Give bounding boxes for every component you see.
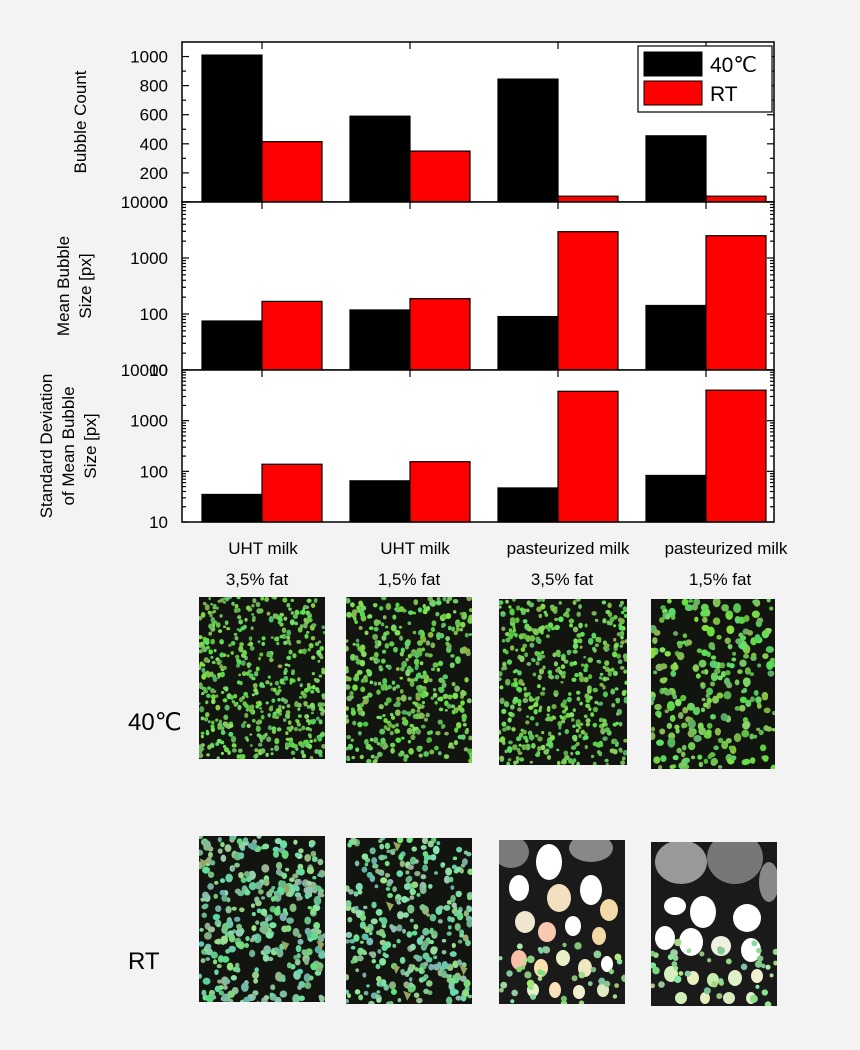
category-label-line2: 3,5% fat bbox=[531, 570, 594, 589]
bar-bottom-40c-3 bbox=[645, 474, 707, 523]
y-tick-label: 800 bbox=[140, 77, 168, 96]
bar-middle-40c-0 bbox=[201, 320, 263, 371]
legend-label-40c: 40℃ bbox=[710, 54, 757, 77]
bar-bottom-rt-0 bbox=[261, 463, 323, 523]
bar-middle-rt-0 bbox=[261, 300, 323, 371]
category-label-line1: pasteurized milk bbox=[665, 539, 788, 558]
legend: 40℃ RT bbox=[637, 45, 773, 113]
bar-top-40c-0 bbox=[201, 54, 263, 203]
bar-top-rt-3 bbox=[705, 195, 767, 203]
row-label-rt: RT bbox=[128, 948, 160, 975]
micrograph-40c-0 bbox=[199, 597, 325, 759]
bar-bottom-40c-1 bbox=[349, 480, 411, 523]
y-tick-label: 400 bbox=[140, 135, 168, 154]
bar-top-rt-2 bbox=[557, 195, 619, 203]
bar-bottom-rt-2 bbox=[557, 390, 619, 523]
micrograph-rt-3 bbox=[651, 842, 777, 1006]
chart-panel-middle: 10 100 1000 10000 Mean Bubble Size [px] bbox=[54, 193, 775, 380]
category-label-line1: UHT milk bbox=[228, 539, 298, 558]
y-tick-label: 100 bbox=[140, 462, 168, 481]
category-label-line1: UHT milk bbox=[380, 539, 450, 558]
chart-panel-bottom: 10 100 1000 10000 Standard Deviation of Mean … bbox=[37, 361, 775, 532]
bar-bottom-40c-2 bbox=[497, 487, 559, 523]
bar-middle-rt-2 bbox=[557, 231, 619, 371]
y-tick-label: 10000 bbox=[121, 193, 168, 212]
chart-panel-top: 0 200 400 600 800 1000 Bubble Count 40℃ RT bbox=[71, 41, 775, 212]
row-label-40c: 40℃ bbox=[128, 709, 182, 736]
bar-middle-40c-3 bbox=[645, 304, 707, 371]
y-tick-label: 200 bbox=[140, 164, 168, 183]
y-tick-label: 1000 bbox=[130, 48, 168, 67]
legend-swatch-40c bbox=[643, 51, 703, 77]
plot-frame bbox=[181, 369, 775, 523]
legend-label-rt: RT bbox=[710, 83, 738, 106]
bar-middle-rt-1 bbox=[409, 298, 471, 371]
category-label-line2: 3,5% fat bbox=[226, 570, 289, 589]
bar-bottom-rt-1 bbox=[409, 461, 471, 523]
y-tick-label: 600 bbox=[140, 106, 168, 125]
bar-top-rt-0 bbox=[261, 141, 323, 203]
bar-middle-40c-2 bbox=[497, 315, 559, 371]
y-axis-label: Standard Deviation bbox=[37, 374, 56, 519]
bar-bottom-rt-3 bbox=[705, 389, 767, 523]
micrograph-40c-1 bbox=[346, 597, 472, 763]
bar-bottom-40c-0 bbox=[201, 493, 263, 523]
y-tick-label: 10000 bbox=[121, 361, 168, 380]
micrograph-rt-2 bbox=[499, 840, 625, 1004]
bar-top-40c-2 bbox=[497, 78, 559, 203]
y-tick-label: 1000 bbox=[130, 412, 168, 431]
bar-top-rt-1 bbox=[409, 150, 471, 203]
y-tick-label: 10 bbox=[149, 361, 168, 380]
bar-top-40c-1 bbox=[349, 115, 411, 203]
micrograph-40c-3 bbox=[651, 599, 775, 769]
legend-swatch-rt bbox=[643, 80, 703, 106]
bar-middle-rt-3 bbox=[705, 235, 767, 371]
y-axis-label: of Mean Bubble bbox=[59, 386, 78, 505]
y-tick-label: 100 bbox=[140, 305, 168, 324]
category-label-line2: 1,5% fat bbox=[378, 570, 441, 589]
y-tick-label: 1000 bbox=[130, 249, 168, 268]
y-tick-label: 0 bbox=[159, 193, 168, 212]
micrograph-rt-0 bbox=[199, 836, 325, 1002]
bar-top-40c-3 bbox=[645, 135, 707, 203]
y-axis-label: Bubble Count bbox=[71, 70, 90, 173]
bar-middle-40c-1 bbox=[349, 309, 411, 371]
category-label-line2: 1,5% fat bbox=[689, 570, 752, 589]
y-axis-label: Size [px] bbox=[76, 253, 95, 318]
category-label-line1: pasteurized milk bbox=[507, 539, 630, 558]
micrograph-40c-2 bbox=[499, 599, 627, 765]
y-axis-label: Size [px] bbox=[81, 413, 100, 478]
y-tick-label: 10 bbox=[149, 513, 168, 532]
micrograph-rt-1 bbox=[346, 838, 472, 1004]
category-labels: UHT milk 3,5% fat UHT milk 1,5% fat pasteuri… bbox=[226, 539, 788, 589]
y-axis-label: Mean Bubble bbox=[54, 236, 73, 336]
